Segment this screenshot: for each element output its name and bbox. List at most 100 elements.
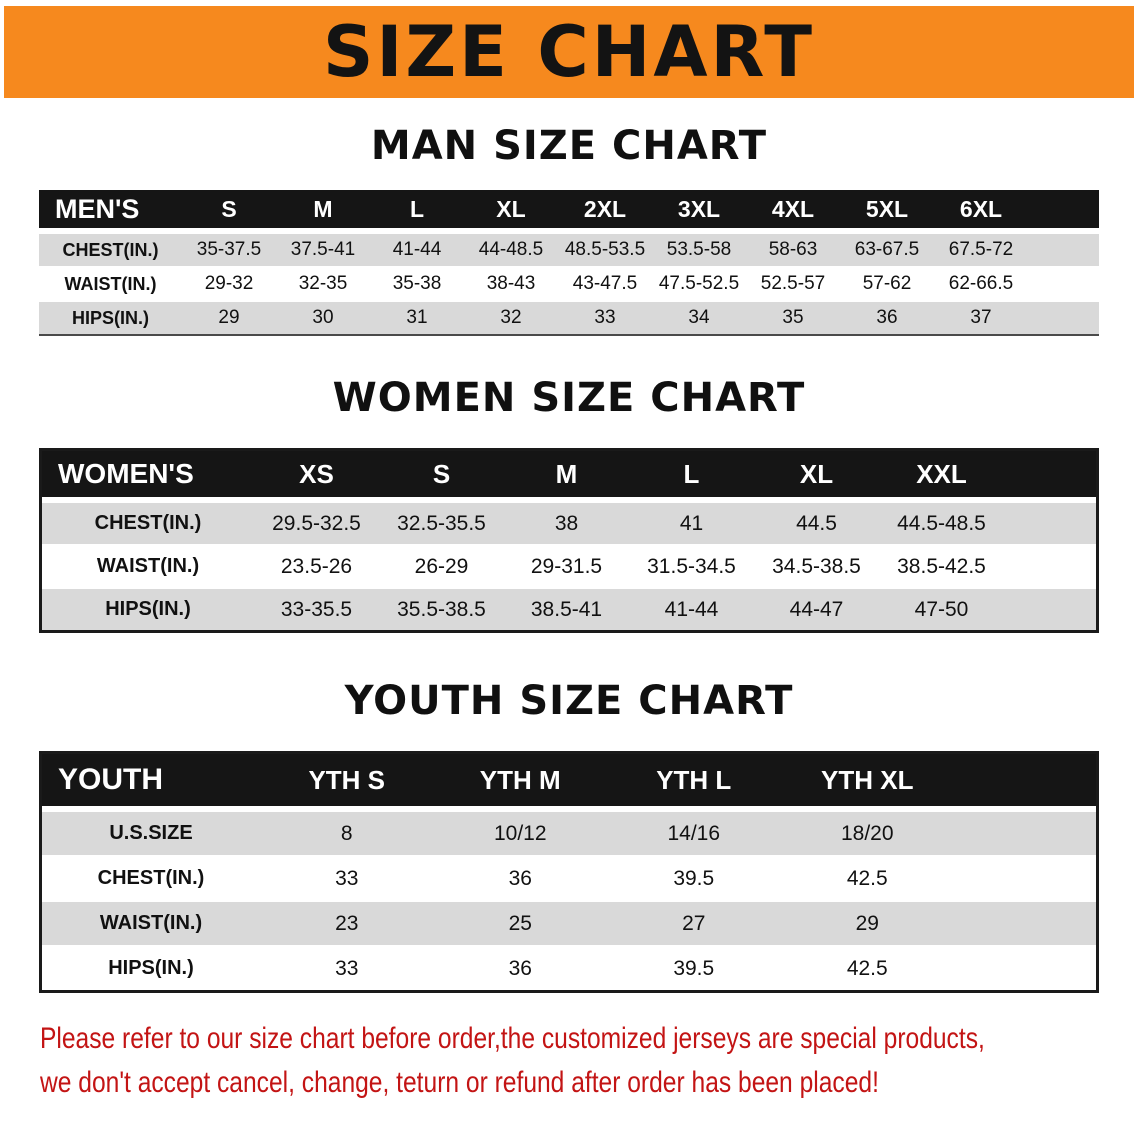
size-table-row: CHEST(IN.) 29.5-32.5 32.5-35.5 38 41 44.5 44.5… <box>42 501 1096 544</box>
notice-line-1: Please refer to our size chart before or… <box>40 1022 985 1055</box>
size-value-cell: 35 <box>746 300 840 334</box>
size-column-header: L <box>370 190 464 232</box>
filler-cell <box>954 810 1096 855</box>
size-value-cell: 27 <box>607 900 781 945</box>
size-value-cell: 47-50 <box>879 587 1004 630</box>
measurement-label-cell: WAIST(IN.) <box>42 544 254 587</box>
men-size-table: MEN'S S M L XL 2XL 3XL 4XL 5XL 6XL CHEST(IN.) 35-37… <box>39 190 1099 336</box>
size-value-cell: 23 <box>260 900 434 945</box>
size-value-cell: 58-63 <box>746 232 840 266</box>
filler-cell <box>1004 451 1096 501</box>
filler-cell <box>954 855 1096 900</box>
size-value-cell: 18/20 <box>780 810 954 855</box>
size-value-cell: 41-44 <box>629 587 754 630</box>
size-value-cell: 32 <box>464 300 558 334</box>
size-column-header: 3XL <box>652 190 746 232</box>
filler-cell <box>954 900 1096 945</box>
size-value-cell: 37.5-41 <box>276 232 370 266</box>
size-column-header: 6XL <box>934 190 1028 232</box>
size-column-header: XXL <box>879 451 1004 501</box>
size-value-cell: 32.5-35.5 <box>379 501 504 544</box>
size-value-cell: 32-35 <box>276 266 370 300</box>
size-table-row: WAIST(IN.) 23 25 27 29 <box>42 900 1096 945</box>
measurement-label-cell: WAIST(IN.) <box>42 900 260 945</box>
size-value-cell: 29.5-32.5 <box>254 501 379 544</box>
size-column-header: L <box>629 451 754 501</box>
size-value-cell: 8 <box>260 810 434 855</box>
size-table-row: U.S.SIZE 8 10/12 14/16 18/20 <box>42 810 1096 855</box>
size-value-cell: 34.5-38.5 <box>754 544 879 587</box>
size-column-header: M <box>276 190 370 232</box>
size-value-cell: 33 <box>260 855 434 900</box>
size-value-cell: 35.5-38.5 <box>379 587 504 630</box>
size-value-cell: 67.5-72 <box>934 232 1028 266</box>
size-value-cell: 36 <box>433 855 607 900</box>
size-value-cell: 23.5-26 <box>254 544 379 587</box>
size-value-cell: 44-47 <box>754 587 879 630</box>
size-column-header: XL <box>754 451 879 501</box>
table-corner-label: WOMEN'S <box>42 451 254 501</box>
size-value-cell: 30 <box>276 300 370 334</box>
size-value-cell: 44.5-48.5 <box>879 501 1004 544</box>
size-value-cell: 26-29 <box>379 544 504 587</box>
size-table-header-row: WOMEN'S XS S M L XL XXL <box>42 451 1096 501</box>
filler-cell <box>954 945 1096 990</box>
women-size-table: WOMEN'S XS S M L XL XXL CHEST(IN.) 29.5-32.5 32.5… <box>39 448 1099 633</box>
measurement-label-cell: HIPS(IN.) <box>42 945 260 990</box>
filler-cell <box>1004 587 1096 630</box>
size-value-cell: 41 <box>629 501 754 544</box>
notice-line-2: we don't accept cancel, change, teturn o… <box>40 1066 879 1099</box>
size-value-cell: 29 <box>182 300 276 334</box>
size-column-header: YTH S <box>260 754 434 810</box>
size-column-header: 4XL <box>746 190 840 232</box>
size-value-cell: 37 <box>934 300 1028 334</box>
filler-cell <box>1028 266 1099 300</box>
size-table-row: HIPS(IN.) 33-35.5 35.5-38.5 38.5-41 41-44 44-… <box>42 587 1096 630</box>
size-value-cell: 38.5-41 <box>504 587 629 630</box>
size-table-row: HIPS(IN.) 29 30 31 32 33 34 35 36 37 <box>39 300 1099 334</box>
youth-section-heading: YOUTH SIZE CHART <box>344 678 794 724</box>
size-value-cell: 29-32 <box>182 266 276 300</box>
size-column-header: S <box>379 451 504 501</box>
size-value-cell: 25 <box>433 900 607 945</box>
size-value-cell: 14/16 <box>607 810 781 855</box>
filler-cell <box>1004 501 1096 544</box>
measurement-label-cell: U.S.SIZE <box>42 810 260 855</box>
size-column-header: YTH XL <box>780 754 954 810</box>
size-value-cell: 48.5-53.5 <box>558 232 652 266</box>
table-corner-label: YOUTH <box>42 754 260 810</box>
size-column-header: 5XL <box>840 190 934 232</box>
measurement-label-cell: HIPS(IN.) <box>39 300 182 334</box>
size-table-row: CHEST(IN.) 35-37.5 37.5-41 41-44 44-48.5 48.5… <box>39 232 1099 266</box>
size-table-row: HIPS(IN.) 33 36 39.5 42.5 <box>42 945 1096 990</box>
size-value-cell: 38 <box>504 501 629 544</box>
size-value-cell: 31.5-34.5 <box>629 544 754 587</box>
youth-size-table: YOUTH YTH S YTH M YTH L YTH XL U.S.SIZE 8 10/12… <box>39 751 1099 993</box>
order-notice: Please refer to our size chart before or… <box>40 1017 1100 1105</box>
size-value-cell: 43-47.5 <box>558 266 652 300</box>
size-table-header-row: YOUTH YTH S YTH M YTH L YTH XL <box>42 754 1096 810</box>
women-section-heading: WOMEN SIZE CHART <box>332 375 806 421</box>
size-column-header: 2XL <box>558 190 652 232</box>
size-table-header-row: MEN'S S M L XL 2XL 3XL 4XL 5XL 6XL <box>39 190 1099 232</box>
size-value-cell: 39.5 <box>607 945 781 990</box>
size-value-cell: 35-38 <box>370 266 464 300</box>
measurement-label-cell: CHEST(IN.) <box>42 855 260 900</box>
size-value-cell: 62-66.5 <box>934 266 1028 300</box>
size-column-header: XS <box>254 451 379 501</box>
size-value-cell: 42.5 <box>780 945 954 990</box>
filler-cell <box>1028 232 1099 266</box>
size-value-cell: 36 <box>433 945 607 990</box>
size-value-cell: 29-31.5 <box>504 544 629 587</box>
size-value-cell: 33 <box>558 300 652 334</box>
size-value-cell: 53.5-58 <box>652 232 746 266</box>
size-column-header: YTH M <box>433 754 607 810</box>
size-column-header: M <box>504 451 629 501</box>
size-value-cell: 33 <box>260 945 434 990</box>
measurement-label-cell: WAIST(IN.) <box>39 266 182 300</box>
men-section-heading: MAN SIZE CHART <box>370 123 768 169</box>
size-value-cell: 31 <box>370 300 464 334</box>
size-value-cell: 36 <box>840 300 934 334</box>
size-value-cell: 63-67.5 <box>840 232 934 266</box>
size-value-cell: 44-48.5 <box>464 232 558 266</box>
